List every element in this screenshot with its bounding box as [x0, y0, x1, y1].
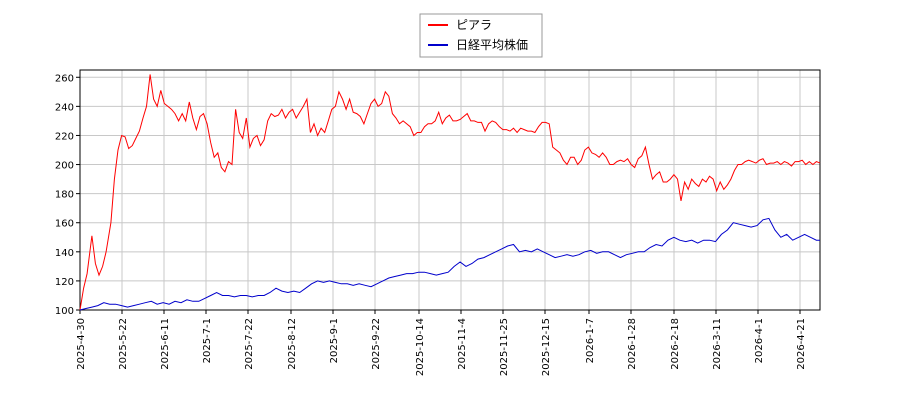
x-tick-label: 2025-7-1 — [202, 318, 213, 363]
y-tick-label: 160 — [55, 219, 74, 230]
y-axis: 100 120 140 160 180 200 220 240 260 — [55, 73, 80, 317]
y-tick-label: 220 — [55, 131, 74, 142]
x-tick-label: 2025-4-30 — [76, 318, 87, 370]
y-tick-label: 200 — [55, 161, 74, 172]
legend-label-series-1: ピアラ — [456, 18, 492, 32]
x-tick-label: 2026-4-1 — [754, 318, 765, 363]
x-tick-label: 2025-10-14 — [415, 318, 426, 376]
x-tick-label: 2025-7-22 — [244, 318, 255, 370]
series-line-1 — [79, 74, 821, 311]
y-tick-label: 120 — [55, 277, 74, 288]
series-line-2 — [79, 217, 820, 311]
plot-frame — [79, 69, 821, 311]
x-tick-label: 2025-6-11 — [160, 318, 171, 370]
x-tick-label: 2025-11-4 — [457, 318, 468, 370]
x-tick-label: 2025-9-22 — [371, 318, 382, 370]
x-tick-label: 2025-11-25 — [499, 318, 510, 376]
y-tick-label: 240 — [55, 102, 74, 113]
x-tick-label: 2026-4-21 — [796, 318, 807, 370]
x-tick-label: 2025-12-15 — [541, 318, 552, 376]
series-lines — [79, 74, 821, 311]
x-tick-label: 2026-1-28 — [627, 318, 638, 370]
y-tick-label: 180 — [55, 190, 74, 201]
grid-lines — [79, 70, 820, 311]
x-tick-label: 2025-5-22 — [118, 318, 129, 370]
x-tick-label: 2026-3-11 — [712, 318, 723, 370]
legend: ピアラ 日経平均株価 — [419, 13, 543, 58]
x-tick-label: 2026-2-18 — [670, 318, 681, 370]
y-tick-label: 140 — [55, 248, 74, 259]
legend-label-series-2: 日経平均株価 — [456, 37, 528, 52]
y-tick-label: 100 — [55, 306, 74, 317]
x-axis: 2025-4-30 2025-5-22 2025-6-11 2025-7-1 2025-… — [76, 310, 807, 376]
y-tick-label: 260 — [55, 73, 74, 84]
x-tick-label: 2025-9-1 — [329, 318, 340, 363]
x-tick-label: 2026-1-7 — [585, 318, 596, 363]
x-tick-label: 2025-8-12 — [287, 318, 298, 370]
legend-box — [419, 13, 543, 58]
